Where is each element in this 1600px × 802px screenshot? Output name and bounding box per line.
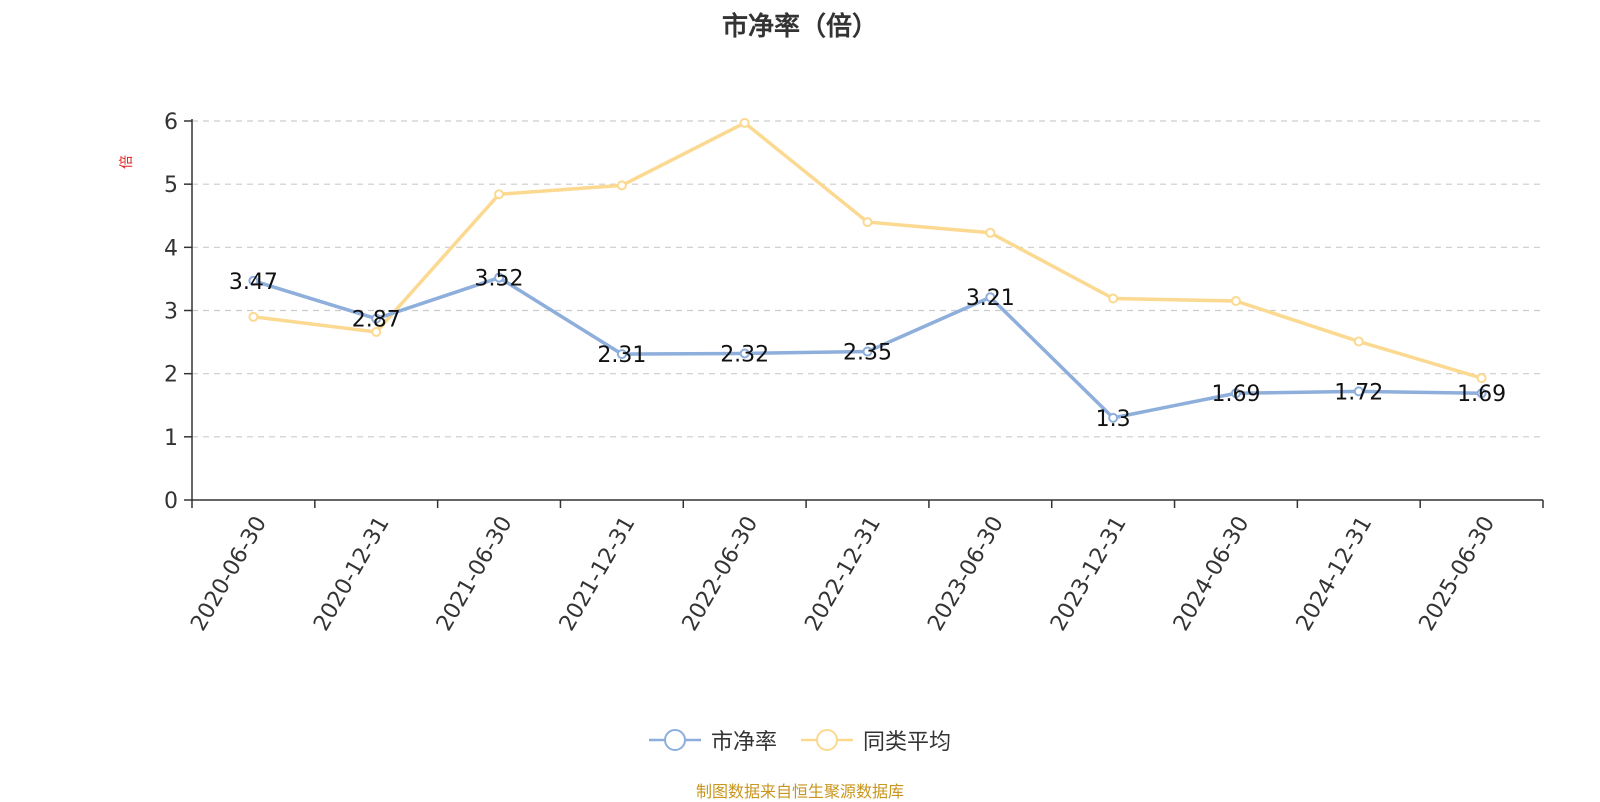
x-tick-label: 2025-06-30 bbox=[1415, 512, 1501, 635]
data-point bbox=[371, 326, 382, 337]
data-point bbox=[1108, 293, 1119, 304]
x-tick-label: 2021-12-31 bbox=[555, 512, 641, 635]
legend-item-0[interactable]: 市净率 bbox=[648, 724, 777, 756]
legend-item-1[interactable]: 同类平均 bbox=[801, 724, 951, 756]
source-note: 制图数据来自恒生聚源数据库 bbox=[695, 782, 904, 801]
data-point bbox=[616, 180, 627, 191]
y-tick-label: 5 bbox=[164, 173, 178, 198]
x-tick-label: 2020-12-31 bbox=[309, 512, 395, 635]
legend: 市净率 同类平均 bbox=[0, 724, 1600, 756]
x-tick-label: 2022-06-30 bbox=[678, 512, 764, 635]
data-point bbox=[985, 227, 996, 238]
x-tick-label: 2023-06-30 bbox=[923, 512, 1009, 635]
series-lines bbox=[248, 117, 1487, 423]
y-tick-label: 0 bbox=[164, 489, 178, 514]
x-tick-label: 2021-06-30 bbox=[432, 512, 518, 635]
y-tick-label: 1 bbox=[164, 426, 178, 451]
data-point bbox=[862, 346, 873, 357]
data-label: 3.21 bbox=[966, 286, 1015, 311]
chart-title: 市净率（倍） bbox=[721, 12, 878, 42]
data-point bbox=[248, 275, 259, 286]
data-point bbox=[371, 313, 382, 324]
legend-label: 市净率 bbox=[710, 730, 777, 755]
y-tick-label: 2 bbox=[164, 363, 178, 388]
data-label: 2.35 bbox=[843, 341, 892, 366]
y-tick-label: 4 bbox=[164, 236, 178, 261]
data-label: 3.47 bbox=[229, 270, 278, 295]
data-labels: 3.47 2.87 3.52 2.31 2.32 2.35 3.21 1.3 1.69 1.72 1… bbox=[229, 267, 1506, 432]
data-label: 1.69 bbox=[1457, 382, 1506, 407]
data-point bbox=[1353, 336, 1364, 347]
legend-swatch bbox=[801, 729, 853, 751]
x-tick-label: 2024-06-30 bbox=[1169, 512, 1255, 635]
data-point bbox=[862, 217, 873, 228]
data-point bbox=[1108, 412, 1119, 423]
data-label: 1.69 bbox=[1211, 382, 1260, 407]
data-point bbox=[1476, 388, 1487, 399]
data-label: 1.3 bbox=[1096, 407, 1131, 432]
data-point bbox=[1476, 373, 1487, 384]
legend-swatch bbox=[648, 729, 701, 751]
x-tick-label: 2024-12-31 bbox=[1292, 512, 1378, 635]
data-point bbox=[1230, 296, 1241, 307]
data-point bbox=[985, 292, 996, 303]
data-point bbox=[494, 272, 505, 283]
data-point bbox=[248, 311, 259, 322]
x-tick-label: 2023-12-31 bbox=[1046, 512, 1132, 635]
data-label: 2.31 bbox=[597, 343, 646, 368]
y-tick-label: 6 bbox=[164, 110, 178, 135]
grid-lines bbox=[192, 120, 1543, 438]
y-tick-label: 3 bbox=[164, 300, 178, 325]
data-label: 2.32 bbox=[720, 342, 769, 367]
data-point bbox=[494, 189, 505, 200]
data-point bbox=[739, 117, 750, 128]
x-tick-label: 2022-12-31 bbox=[800, 512, 886, 635]
x-tick-label: 2020-06-30 bbox=[186, 512, 272, 635]
axes: 0 1 2 3 4 5 6 2020-06-30 2020-12-31 2021-06-30 202… bbox=[164, 110, 1544, 635]
data-point bbox=[616, 349, 627, 360]
data-label: 3.52 bbox=[475, 267, 524, 292]
data-label: 2.87 bbox=[352, 308, 401, 333]
y-axis-label: 倍 bbox=[119, 155, 135, 169]
legend-label: 同类平均 bbox=[863, 730, 952, 755]
data-point bbox=[1353, 386, 1364, 397]
data-label: 1.72 bbox=[1334, 380, 1383, 405]
data-point bbox=[739, 348, 750, 359]
data-point bbox=[1230, 388, 1241, 399]
